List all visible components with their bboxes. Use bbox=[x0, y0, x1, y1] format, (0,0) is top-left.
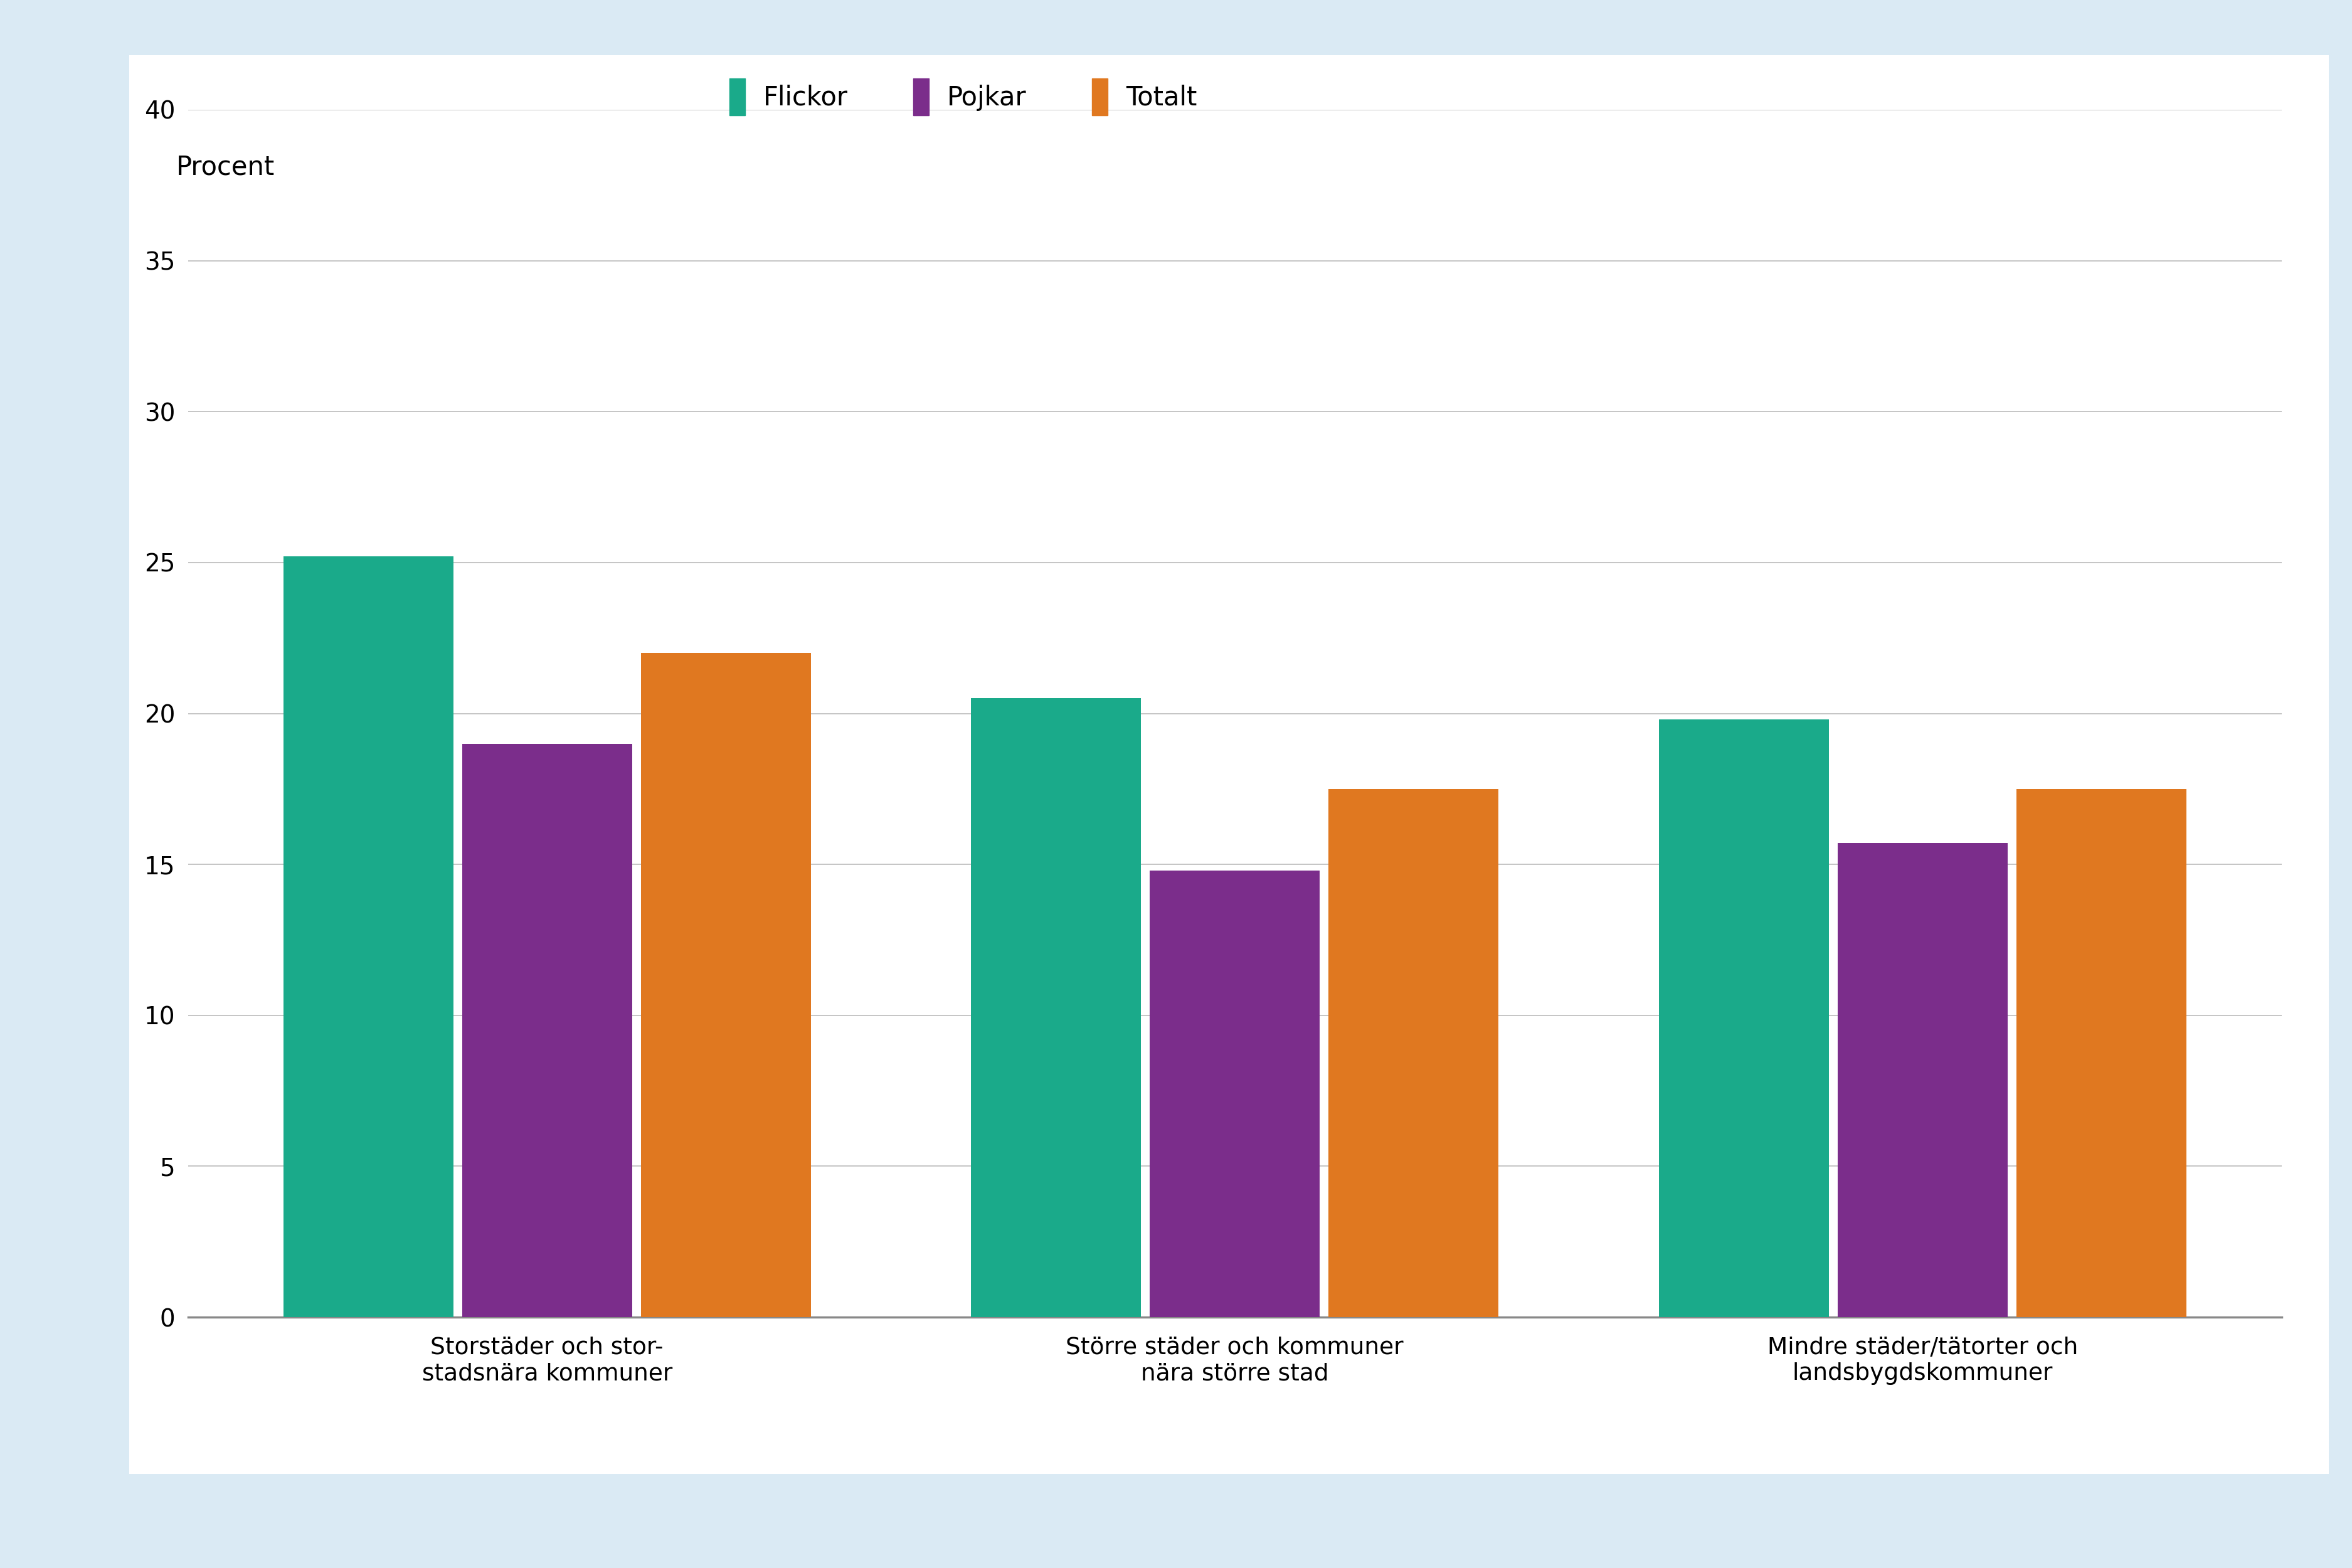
Legend: Flickor, Pojkar, Totalt: Flickor, Pojkar, Totalt bbox=[720, 67, 1207, 125]
Bar bbox=[1150, 870, 1319, 1317]
Bar bbox=[2016, 789, 2187, 1317]
Text: Procent: Procent bbox=[176, 154, 275, 180]
Bar bbox=[1329, 789, 1498, 1317]
Bar bbox=[282, 557, 454, 1317]
Bar bbox=[971, 698, 1141, 1317]
Bar bbox=[642, 652, 811, 1317]
Bar bbox=[1658, 720, 1828, 1317]
Bar bbox=[461, 743, 633, 1317]
Bar bbox=[1837, 844, 2009, 1317]
